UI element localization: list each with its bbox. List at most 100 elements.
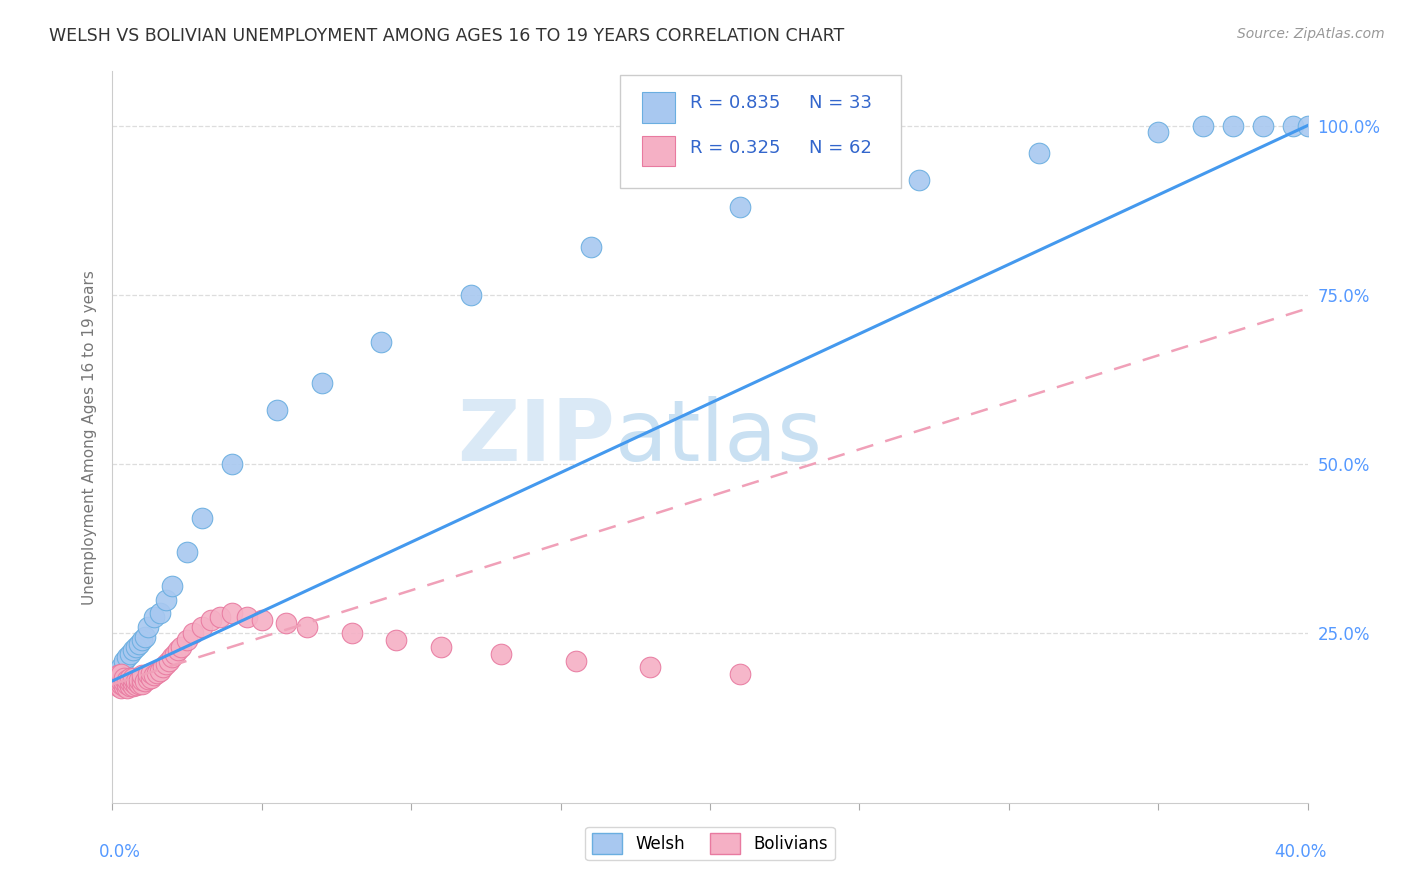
Point — [110, 673, 132, 688]
Point — [138, 672, 160, 686]
Point — [564, 654, 586, 668]
Point — [107, 667, 129, 681]
Point — [125, 678, 148, 692]
Point — [104, 673, 127, 688]
Text: atlas: atlas — [614, 395, 823, 479]
Point — [728, 200, 751, 214]
Text: 40.0%: 40.0% — [1274, 843, 1327, 861]
Point — [104, 671, 127, 685]
Text: WELSH VS BOLIVIAN UNEMPLOYMENT AMONG AGES 16 TO 19 YEARS CORRELATION CHART: WELSH VS BOLIVIAN UNEMPLOYMENT AMONG AGE… — [49, 27, 845, 45]
Point — [117, 650, 139, 665]
Point — [107, 672, 129, 686]
Point — [176, 633, 198, 648]
Text: ZIP: ZIP — [457, 395, 614, 479]
Point — [134, 630, 156, 644]
Point — [157, 654, 180, 668]
Point — [134, 673, 156, 688]
Point — [155, 657, 177, 671]
Point — [110, 681, 132, 695]
Point — [114, 671, 135, 685]
Point — [120, 679, 142, 693]
Point — [110, 667, 132, 681]
Text: R = 0.835: R = 0.835 — [690, 94, 780, 112]
Point — [489, 647, 512, 661]
Point — [250, 613, 273, 627]
Point — [370, 335, 392, 350]
Point — [120, 671, 142, 685]
Point — [460, 288, 482, 302]
Point — [1251, 119, 1274, 133]
Point — [128, 637, 150, 651]
FancyBboxPatch shape — [643, 92, 675, 122]
Point — [209, 609, 232, 624]
Point — [138, 667, 160, 681]
Point — [122, 671, 145, 685]
Point — [110, 677, 132, 691]
Point — [152, 660, 174, 674]
Point — [1281, 119, 1303, 133]
Point — [141, 671, 163, 685]
FancyBboxPatch shape — [620, 75, 901, 188]
Text: N = 62: N = 62 — [810, 139, 872, 157]
Point — [117, 681, 139, 695]
Point — [104, 677, 127, 691]
Point — [131, 633, 153, 648]
Point — [1192, 119, 1215, 133]
Point — [295, 620, 318, 634]
Point — [181, 626, 204, 640]
Point — [107, 675, 129, 690]
Point — [138, 620, 160, 634]
Point — [114, 654, 135, 668]
Point — [114, 679, 135, 693]
Point — [117, 676, 139, 690]
Point — [170, 640, 193, 654]
Point — [107, 679, 129, 693]
Point — [1028, 145, 1050, 160]
Point — [274, 616, 297, 631]
Point — [149, 664, 172, 678]
Point — [162, 650, 183, 665]
Point — [143, 668, 166, 682]
Point — [430, 640, 453, 654]
Point — [221, 457, 243, 471]
Point — [120, 674, 142, 689]
Point — [1222, 119, 1244, 133]
Point — [107, 668, 129, 682]
Text: N = 33: N = 33 — [810, 94, 872, 112]
Point — [640, 660, 662, 674]
Point — [728, 667, 751, 681]
Text: 0.0%: 0.0% — [98, 843, 141, 861]
Point — [125, 673, 148, 688]
Point — [131, 673, 153, 687]
Point — [122, 675, 145, 690]
Point — [128, 673, 150, 687]
Point — [579, 240, 602, 254]
Point — [191, 620, 214, 634]
Point — [141, 665, 163, 680]
Point — [114, 675, 135, 690]
Point — [1296, 119, 1319, 133]
Point — [110, 660, 132, 674]
Text: Source: ZipAtlas.com: Source: ZipAtlas.com — [1237, 27, 1385, 41]
Point — [340, 626, 363, 640]
FancyBboxPatch shape — [643, 136, 675, 167]
Point — [104, 673, 127, 688]
Text: R = 0.325: R = 0.325 — [690, 139, 780, 157]
Point — [120, 647, 142, 661]
Point — [131, 677, 153, 691]
Point — [236, 609, 259, 624]
Point — [128, 677, 150, 691]
Point — [131, 668, 153, 682]
Point — [165, 647, 187, 661]
Point — [125, 640, 148, 654]
Y-axis label: Unemployment Among Ages 16 to 19 years: Unemployment Among Ages 16 to 19 years — [82, 269, 97, 605]
Point — [146, 665, 169, 680]
Point — [908, 172, 931, 186]
Point — [122, 643, 145, 657]
Point — [221, 606, 243, 620]
Point — [311, 376, 333, 390]
Point — [117, 673, 139, 687]
Point — [266, 403, 288, 417]
Point — [1147, 125, 1170, 139]
Point — [162, 579, 183, 593]
